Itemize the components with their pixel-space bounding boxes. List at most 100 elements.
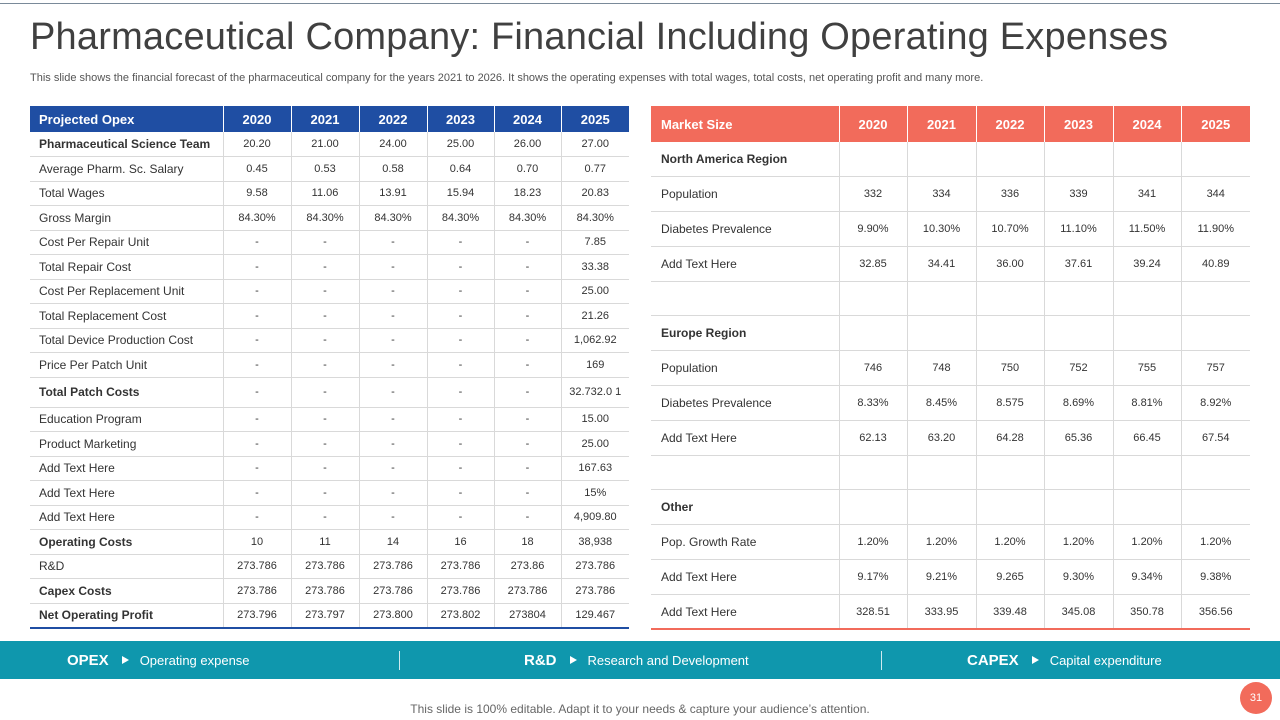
table-cell: 0.64 <box>426 156 494 182</box>
table-row: Total Repair Cost - - - - -33.38 <box>30 254 629 280</box>
opex-header-year: 2024 <box>493 106 561 132</box>
table-cell: 273.797 <box>290 603 359 628</box>
table-cell: 38,938 <box>560 529 629 555</box>
table-cell <box>1180 281 1250 317</box>
table-cell: - <box>358 480 427 506</box>
table-row: Add Text Here - - - - -167.63 <box>30 456 629 481</box>
table-cell: 0.70 <box>493 156 561 182</box>
table-cell <box>1180 315 1250 352</box>
table-cell: 169 <box>560 352 629 378</box>
table-cell: 9.30% <box>1043 559 1113 595</box>
table-cell: - <box>290 254 359 280</box>
table-cell: - <box>222 279 291 304</box>
row-label: Pop. Growth Rate <box>651 524 839 561</box>
table-cell: 8.45% <box>906 385 976 421</box>
table-cell: 8.92% <box>1180 385 1250 421</box>
legend-band: OPEX Operating expense R&D Research and … <box>0 641 1280 679</box>
table-cell: 39.24 <box>1112 246 1181 282</box>
table-row <box>651 455 1250 491</box>
row-label: Net Operating Profit <box>30 603 223 628</box>
legend-key: OPEX <box>67 651 109 669</box>
opex-header-year: 2021 <box>290 106 359 132</box>
row-label: R&D <box>30 554 223 579</box>
table-cell: 356.56 <box>1180 594 1250 630</box>
table-cell: 62.13 <box>838 420 907 456</box>
market-body: North America Region Population 332 334 336 3… <box>651 142 1250 630</box>
table-cell <box>838 315 907 352</box>
table-cell: - <box>493 303 561 329</box>
top-rule <box>0 3 1280 4</box>
table-row: Europe Region <box>651 315 1250 352</box>
table-cell: - <box>358 431 427 457</box>
table-cell: 21.00 <box>290 132 359 157</box>
table-row: Add Text Here - - - - -4,909.80 <box>30 505 629 530</box>
opex-header-row: Projected Opex 2020 2021 2022 2023 2024 2025 <box>30 106 629 132</box>
table-cell: 10.70% <box>975 211 1044 247</box>
table-cell: 0.53 <box>290 156 359 182</box>
table-cell: - <box>493 230 561 255</box>
table-cell: 11.06 <box>290 181 359 206</box>
table-cell <box>1043 455 1113 491</box>
row-label: Total Replacement Cost <box>30 303 223 329</box>
table-cell: - <box>493 279 561 304</box>
table-cell: 8.575 <box>975 385 1044 421</box>
table-cell: 273.800 <box>358 603 427 628</box>
table-cell: 14 <box>358 529 427 555</box>
table-cell: 1.20% <box>1043 524 1113 561</box>
table-cell: - <box>426 254 494 280</box>
table-cell: - <box>426 456 494 481</box>
table-cell <box>1043 315 1113 352</box>
table-cell: - <box>222 377 291 408</box>
table-cell <box>975 489 1044 526</box>
table-cell: - <box>290 230 359 255</box>
table-cell: 66.45 <box>1112 420 1181 456</box>
table-cell: 24.00 <box>358 132 427 157</box>
row-label: Total Repair Cost <box>30 254 223 280</box>
table-cell: 167.63 <box>560 456 629 481</box>
table-cell <box>1112 489 1181 526</box>
table-cell: - <box>358 279 427 304</box>
row-label: Add Text Here <box>651 420 839 456</box>
table-cell: 273.786 <box>222 554 291 579</box>
table-cell: 65.36 <box>1043 420 1113 456</box>
table-cell: 32.732.0 1 <box>560 377 629 408</box>
table-row: Price Per Patch Unit - - - - -169 <box>30 352 629 378</box>
table-cell: - <box>426 377 494 408</box>
table-cell <box>906 142 976 178</box>
legend-divider <box>881 651 882 670</box>
table-cell: - <box>493 352 561 378</box>
table-cell: 64.28 <box>975 420 1044 456</box>
table-cell <box>1180 142 1250 178</box>
table-cell: 8.33% <box>838 385 907 421</box>
table-cell: 350.78 <box>1112 594 1181 630</box>
table-row: Cost Per Repair Unit - - - - -7.85 <box>30 230 629 255</box>
table-cell: - <box>290 431 359 457</box>
market-header-year: 2024 <box>1112 106 1181 142</box>
opex-header-year: 2023 <box>426 106 494 132</box>
table-cell: 273.786 <box>560 578 629 604</box>
table-cell: 9.265 <box>975 559 1044 595</box>
table-cell: - <box>290 407 359 432</box>
table-cell: 273.802 <box>426 603 494 628</box>
table-cell: 273.786 <box>426 554 494 579</box>
table-cell: - <box>222 328 291 353</box>
table-row: Diabetes Prevalence 8.33% 8.45% 8.575 8.69% 8… <box>651 385 1250 421</box>
table-cell: - <box>493 480 561 506</box>
play-arrow-icon <box>1031 656 1039 664</box>
table-cell: 273.786 <box>290 554 359 579</box>
table-row: Operating Costs 10 11 14 16 18 38,938 <box>30 529 629 555</box>
table-cell: 26.00 <box>493 132 561 157</box>
table-cell: 9.58 <box>222 181 291 206</box>
table-cell: 37.61 <box>1043 246 1113 282</box>
table-cell: 15% <box>560 480 629 506</box>
opex-table-container: Projected Opex 2020 2021 2022 2023 2024 2025 P… <box>30 106 629 629</box>
table-cell: 339.48 <box>975 594 1044 630</box>
legend-item-opex: OPEX Operating expense <box>67 641 250 679</box>
table-cell: 25.00 <box>560 431 629 457</box>
table-cell: 9.21% <box>906 559 976 595</box>
table-cell: - <box>222 352 291 378</box>
table-cell: - <box>493 407 561 432</box>
table-row: Average Pharm. Sc. Salary 0.45 0.53 0.58 0.6… <box>30 156 629 182</box>
table-cell: - <box>358 303 427 329</box>
table-cell: 336 <box>975 176 1044 213</box>
